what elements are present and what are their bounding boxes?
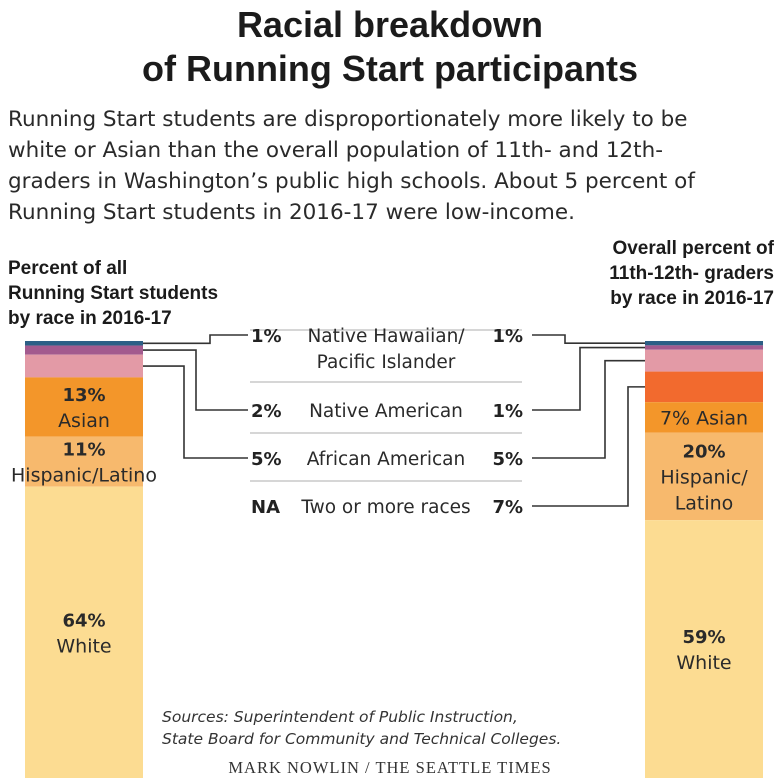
legend-right-value: 1% [492,401,523,422]
left-bar-segment-african-american [25,354,143,378]
right-segment-label-asian: 7% Asian [660,407,748,429]
right-bar-segment-white [645,520,763,778]
leader-line-right-two-or-more-races [532,386,645,507]
chart-subtitle: Running Start students are disproportion… [8,104,774,228]
left-heading-line: by race in 2016-17 [8,308,172,329]
legend-category-label: Native American [309,401,463,422]
right-segment-label-hispanic-latino: Hispanic/ [660,466,748,488]
source-note: Sources: Superintendent of Public Instru… [162,706,561,750]
right-heading-line: by race in 2016-17 [610,288,774,309]
leader-line-left-african-american [143,365,248,459]
left-bar-segment-native-hawaiian-pacific-islander [25,341,143,346]
legend-left-value: 1% [251,326,282,347]
legend-right-value: 7% [492,497,523,518]
left-segment-label-hispanic-latino: Hispanic/Latino [11,465,157,487]
leader-line-right-native-hawaiian-pacific-islander [532,334,645,344]
right-segment-label-white: White [676,652,731,674]
legend-left-value: 5% [251,449,282,470]
left-bar-segment-asian [25,377,143,437]
right-bar-heading: Overall percent of 11th-12th- graders by… [609,236,774,311]
chart-title-line2: of Running Start participants [141,48,638,89]
left-bar-segment-native-american [25,345,143,355]
leader-line-right-african-american [532,359,645,459]
leader-line-left-native-hawaiian-pacific-islander [143,334,248,345]
right-bar-segment-hispanic-latino [645,432,763,521]
right-segment-label-white: 59% [682,627,725,648]
right-segment-label-hispanic-latino: Latino [675,492,734,514]
legend-right-value: 5% [492,449,523,470]
left-bar-heading: Percent of all Running Start students by… [8,256,218,331]
right-bar-segment-native-american [645,345,763,350]
left-bar-segment-hispanic-latino [25,436,143,487]
left-segment-label-white: 64% [62,610,105,631]
leader-line-right-native-american [532,346,645,411]
legend-category-label: Two or more races [300,497,470,518]
left-segment-label-white: White [56,635,111,657]
subtitle-line: white or Asian than the overall populati… [8,138,663,163]
credit-line: MARK NOWLIN / THE SEATTLE TIMES [228,758,552,777]
left-bar-segment-white [25,486,143,778]
subtitle-line: Running Start students in 2016-17 were l… [8,200,575,225]
source-line: State Board for Community and Technical … [162,730,562,748]
legend-category-label: African American [307,449,465,470]
legend-category-label: Native Hawaiian/ [307,326,465,347]
right-bar-segment-asian [645,402,763,433]
right-segment-label-hispanic-latino: 20% [682,441,725,462]
legend-left-value: 2% [251,401,282,422]
subtitle-line: Running Start students are disproportion… [8,107,688,132]
left-heading-line: Running Start students [8,283,219,304]
right-bar-segment-two-or-more-races [645,371,763,403]
legend-right-value: 1% [492,326,523,347]
left-segment-label-asian: Asian [58,410,110,432]
leader-line-left-native-american [143,349,248,411]
legend-category-label: Pacific Islander [317,352,456,373]
source-line: Sources: Superintendent of Public Instru… [162,708,518,726]
right-bar-segment-african-american [645,349,763,372]
left-segment-label-hispanic-latino: 11% [62,440,105,461]
chart-title-line1: Racial breakdown [236,4,544,45]
left-heading-line: Percent of all [8,258,128,279]
right-heading-line: 11th-12th- graders [609,263,774,284]
left-segment-label-asian: 13% [62,385,105,406]
right-bar-segment-native-hawaiian-pacific-islander [645,341,763,346]
subtitle-line: graders in Washington’s public high scho… [8,169,695,194]
legend-left-value: NA [251,497,280,518]
right-heading-line: Overall percent of [612,238,774,259]
